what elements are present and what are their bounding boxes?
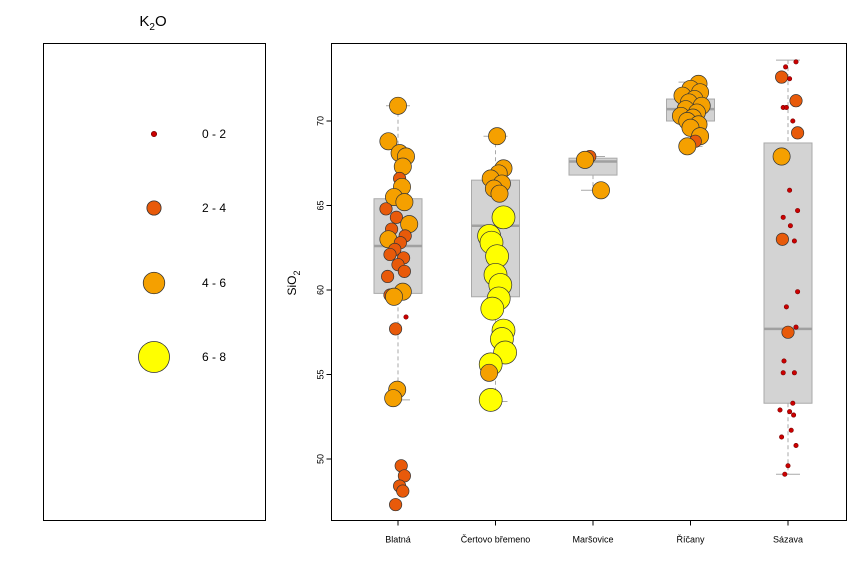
- data-point: [678, 137, 697, 156]
- points-2: [576, 149, 610, 200]
- points-4: [772, 59, 805, 477]
- data-point: [389, 498, 403, 512]
- data-point: [379, 132, 398, 151]
- x-tick-label: Říčany: [676, 535, 705, 545]
- data-point: [790, 400, 796, 406]
- y-axis-title: SiO2: [285, 270, 302, 295]
- data-point: [385, 287, 403, 306]
- y-tick-label: 55: [316, 369, 326, 379]
- data-point: [395, 193, 414, 212]
- points-1: [477, 127, 517, 412]
- data-point: [777, 407, 783, 413]
- data-point: [480, 296, 505, 321]
- data-point: [478, 388, 503, 412]
- data-point: [791, 238, 797, 244]
- data-point: [795, 208, 801, 214]
- data-point: [791, 412, 797, 418]
- x-tick-label: Sázava: [773, 535, 803, 545]
- data-point: [790, 118, 796, 124]
- legend-entries: 0 - 2 2 - 4 4 - 6 6 - 8: [138, 127, 226, 373]
- data-point: [384, 389, 403, 408]
- data-point: [783, 104, 789, 110]
- data-point: [793, 59, 799, 65]
- data-point: [397, 264, 411, 278]
- data-point: [787, 223, 793, 229]
- legend-marker-1: [150, 130, 158, 138]
- data-point: [791, 126, 805, 140]
- data-point: [592, 181, 610, 200]
- data-point: [780, 370, 786, 376]
- data-point: [781, 325, 795, 339]
- data-point: [787, 76, 793, 82]
- legend-title-rest: O: [155, 13, 167, 30]
- y-axis-title-sub: 2: [292, 270, 302, 275]
- legend-title: K2O: [139, 13, 166, 33]
- legend-title-base: K: [139, 13, 149, 30]
- legend-marker-2: [146, 200, 162, 216]
- data-point: [491, 205, 516, 230]
- points-3: [671, 74, 711, 156]
- legend-marker-4: [138, 341, 170, 373]
- y-axis-title-base: SiO: [285, 276, 299, 296]
- y-tick-label: 70: [316, 116, 326, 126]
- data-point: [783, 304, 789, 310]
- data-point: [383, 247, 397, 262]
- iqr-box: [763, 142, 813, 404]
- data-point: [783, 64, 789, 70]
- data-point: [488, 127, 507, 146]
- data-point: [789, 94, 803, 108]
- data-point: [791, 370, 797, 376]
- legend-title-sub: 2: [149, 22, 155, 33]
- data-point: [782, 471, 788, 477]
- data-point: [795, 289, 801, 295]
- data-point: [785, 463, 791, 469]
- y-tick-label: 60: [316, 285, 326, 295]
- data-point: [772, 147, 791, 166]
- data-point: [576, 150, 594, 169]
- data-point: [788, 427, 794, 433]
- legend-label-1: 0 - 2: [202, 127, 226, 141]
- data-point: [775, 232, 789, 246]
- data-point: [389, 96, 407, 115]
- plot-area: 50 55 60 65 70 Blatná Čertovo břemeno Maršovice…: [316, 59, 813, 545]
- data-point: [780, 214, 786, 220]
- x-tick-label: Čertovo břemeno: [461, 535, 531, 545]
- legend-panel: [43, 43, 266, 521]
- data-point: [787, 409, 793, 415]
- data-point: [793, 324, 799, 330]
- y-tick-label: 65: [316, 200, 326, 210]
- data-point: [787, 187, 793, 193]
- legend-label-2: 2 - 4: [202, 201, 226, 215]
- x-tick-label: Blatná: [385, 535, 411, 545]
- x-tick-label: Maršovice: [572, 535, 613, 545]
- data-point: [389, 322, 403, 336]
- legend-marker-3: [142, 271, 166, 295]
- data-point: [781, 358, 787, 364]
- points-0: [379, 96, 419, 512]
- data-point: [379, 202, 393, 216]
- legend-label-4: 6 - 8: [202, 350, 226, 364]
- data-point: [381, 269, 395, 284]
- plot-frame: [331, 43, 847, 521]
- data-point: [793, 442, 799, 448]
- data-point: [396, 484, 410, 498]
- legend-label-3: 4 - 6: [202, 276, 226, 290]
- y-tick-label: 50: [316, 454, 326, 464]
- data-point: [775, 70, 789, 84]
- data-point: [403, 314, 409, 320]
- data-point: [480, 363, 499, 382]
- box-4: [763, 59, 813, 475]
- data-point: [779, 434, 785, 440]
- data-point: [389, 210, 403, 224]
- data-point: [490, 184, 509, 203]
